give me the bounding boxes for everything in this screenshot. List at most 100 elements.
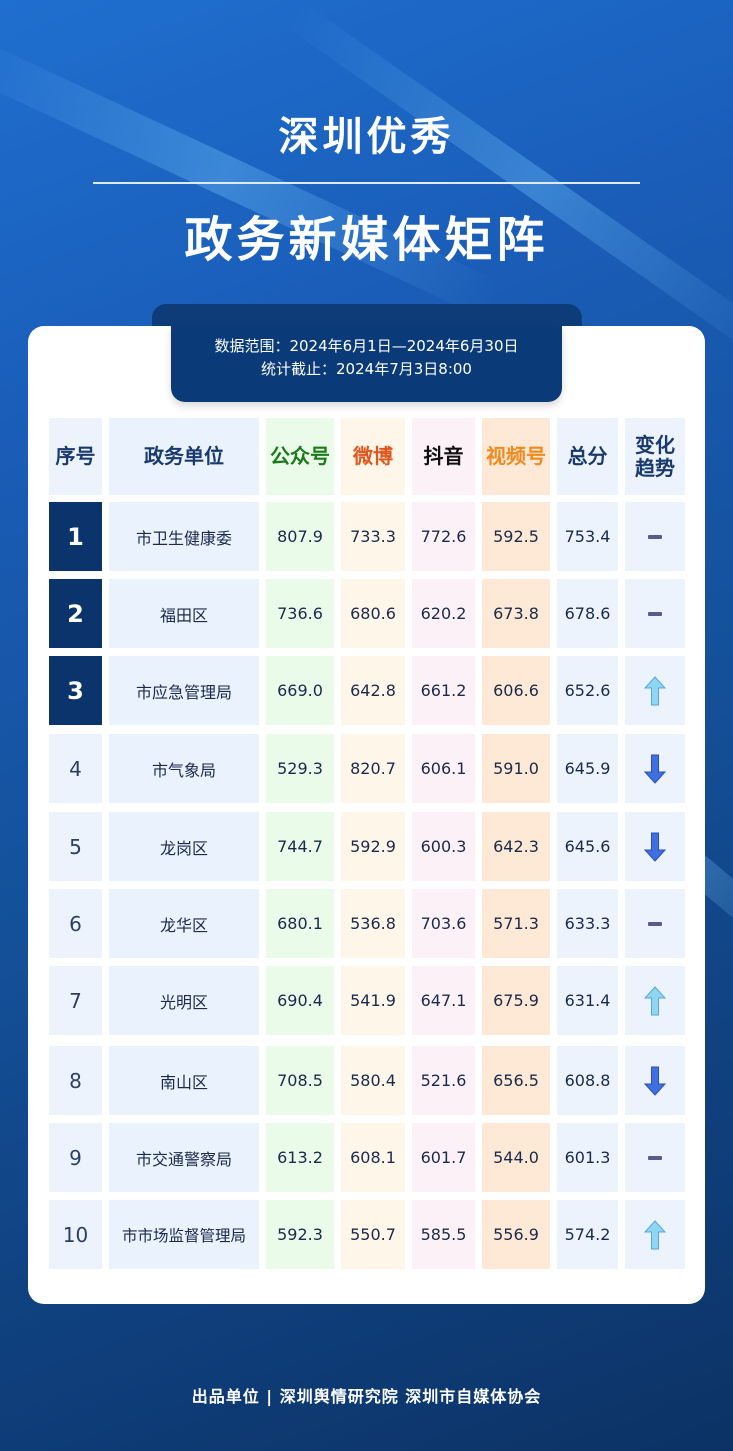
row-9-rank: 9 [49,1123,102,1192]
row-10-weibo-score: 550.7 [341,1200,405,1269]
header-label: 公众号 [270,444,330,468]
row-1-rank: 1 [49,502,102,571]
row-1-total-score: 753.4 [557,502,618,571]
no-change-icon [648,534,662,539]
row-5-weibo-score: 592.9 [341,812,405,881]
row-7-trend [625,966,685,1035]
row-2-douyin-score: 620.2 [412,579,475,648]
row-7-weibo-score: 541.9 [341,966,405,1035]
header-douyin-score: 抖音 [412,418,475,495]
row-10-video-score: 556.9 [482,1200,550,1269]
row-10-rank: 10 [49,1200,102,1269]
header-weibo-score: 微博 [341,418,405,495]
row-10-wechat-score: 592.3 [266,1200,334,1269]
row-3-douyin-score: 661.2 [412,656,475,725]
row-5-rank: 5 [49,812,102,881]
row-5-wechat-score: 744.7 [266,812,334,881]
row-8-douyin-score: 521.6 [412,1046,475,1115]
header-trend: 变化趋势 [625,418,685,495]
footer-credit: 出品单位 | 深圳舆情研究院 深圳市自媒体协会 [191,1387,542,1406]
cutoff-time: 统计截止：2024年7月3日8:00 [261,360,472,378]
row-7-wechat-score: 690.4 [266,966,334,1035]
row-8-weibo-score: 580.4 [341,1046,405,1115]
header-label: 序号 [55,444,96,468]
row-4-video-score: 591.0 [482,734,550,803]
row-6-weibo-score: 536.8 [341,889,405,958]
row-8-video-score: 656.5 [482,1046,550,1115]
row-6-trend [625,889,685,958]
row-9-unit: 市交通警察局 [109,1123,259,1192]
row-3-video-score: 606.6 [482,656,550,725]
row-8-unit: 南山区 [109,1046,259,1115]
info-banner: 数据范围：2024年6月1日—2024年6月30日 统计截止：2024年7月3日… [171,326,562,402]
header-wechat-score: 公众号 [266,418,334,495]
row-5-unit: 龙岗区 [109,812,259,881]
arrow-up-icon [643,985,667,1015]
row-7-total-score: 631.4 [557,966,618,1035]
row-9-weibo-score: 608.1 [341,1123,405,1192]
bg-streak [0,30,504,320]
row-6-unit: 龙华区 [109,889,259,958]
header-label: 抖音 [423,444,464,468]
header-label: 微博 [353,444,393,468]
row-2-weibo-score: 680.6 [341,579,405,648]
row-10-unit: 市市场监督管理局 [109,1200,259,1269]
row-5-total-score: 645.6 [557,812,618,881]
row-6-wechat-score: 680.1 [266,889,334,958]
row-1-weibo-score: 733.3 [341,502,405,571]
row-3-weibo-score: 642.8 [341,656,405,725]
row-3-wechat-score: 669.0 [266,656,334,725]
row-1-trend [625,502,685,571]
title-divider [93,182,640,184]
row-7-video-score: 675.9 [482,966,550,1035]
row-7-unit: 光明区 [109,966,259,1035]
header-label: 视频号 [486,444,546,468]
row-9-total-score: 601.3 [557,1123,618,1192]
row-7-douyin-score: 647.1 [412,966,475,1035]
arrow-up-icon [643,675,667,705]
no-change-icon [648,611,662,616]
row-4-weibo-score: 820.7 [341,734,405,803]
row-1-video-score: 592.5 [482,502,550,571]
row-6-total-score: 633.3 [557,889,618,958]
row-4-wechat-score: 529.3 [266,734,334,803]
header-label: 变化趋势 [635,432,675,480]
row-4-douyin-score: 606.1 [412,734,475,803]
row-4-trend [625,734,685,803]
row-6-rank: 6 [49,889,102,958]
row-10-total-score: 574.2 [557,1200,618,1269]
row-4-total-score: 645.9 [557,734,618,803]
arrow-down-icon [643,754,667,784]
row-5-video-score: 642.3 [482,812,550,881]
row-5-trend [625,812,685,881]
row-3-unit: 市应急管理局 [109,656,259,725]
row-9-trend [625,1123,685,1192]
row-3-trend [625,656,685,725]
row-2-wechat-score: 736.6 [266,579,334,648]
header-total-score: 总分 [557,418,618,495]
row-1-douyin-score: 772.6 [412,502,475,571]
title-line1: 深圳优秀 [278,114,455,160]
row-9-video-score: 544.0 [482,1123,550,1192]
row-9-douyin-score: 601.7 [412,1123,475,1192]
header-video-score: 视频号 [482,418,550,495]
row-4-rank: 4 [49,734,102,803]
row-8-rank: 8 [49,1046,102,1115]
data-range: 数据范围：2024年6月1日—2024年6月30日 [214,337,519,355]
row-2-rank: 2 [49,579,102,648]
row-9-wechat-score: 613.2 [266,1123,334,1192]
header-label: 总分 [567,444,608,468]
no-change-icon [648,1155,662,1160]
row-2-total-score: 678.6 [557,579,618,648]
row-8-total-score: 608.8 [557,1046,618,1115]
arrow-down-icon [643,1066,667,1096]
row-3-rank: 3 [49,656,102,725]
title-line2: 政务新媒体矩阵 [184,212,549,268]
header-unit: 政务单位 [109,418,259,495]
row-2-trend [625,579,685,648]
row-10-douyin-score: 585.5 [412,1200,475,1269]
row-4-unit: 市气象局 [109,734,259,803]
row-10-trend [625,1200,685,1269]
row-6-douyin-score: 703.6 [412,889,475,958]
arrow-up-icon [643,1219,667,1249]
